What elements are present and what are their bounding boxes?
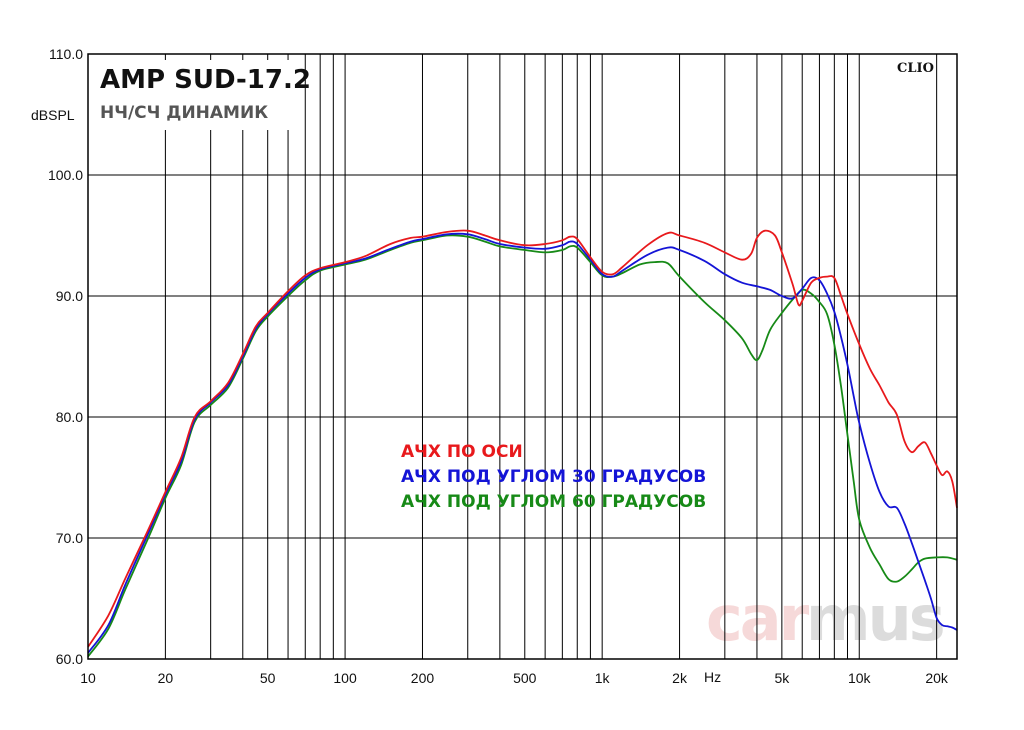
- x-tick-label: 20: [158, 670, 174, 686]
- y-tick-label: 70.0: [56, 530, 83, 546]
- y-tick-label: 80.0: [56, 409, 83, 425]
- series-line: [87, 232, 958, 654]
- axis-labels: 60.0 70.0 80.0 90.0 100.0 110.0 10 20 50 100 200 50…: [48, 46, 949, 686]
- y-tick-label: 110.0: [49, 46, 83, 62]
- y-axis-label: dBSPL: [31, 107, 75, 123]
- title-background: [96, 60, 292, 130]
- legend-entry: АЧХ ПОД УГЛОМ 60 ГРАДУСОВ: [401, 492, 706, 512]
- series-line: [87, 234, 958, 658]
- series-line: [87, 229, 958, 648]
- watermark-right: mus: [806, 582, 943, 655]
- y-tick-label: 90.0: [56, 288, 83, 304]
- x-tick-label: 100: [333, 670, 357, 686]
- x-tick-label: 10k: [848, 670, 872, 686]
- series-layer: [87, 229, 958, 658]
- x-tick-label: 5k: [774, 670, 790, 686]
- plot-frame: [87, 53, 958, 660]
- x-axis-unit: Hz: [704, 669, 721, 685]
- y-tick-label: 100.0: [48, 167, 83, 183]
- x-tick-label: 20k: [925, 670, 949, 686]
- watermark: car mus: [706, 582, 946, 655]
- chart-title: AMP SUD-17.2: [100, 65, 311, 95]
- legend: АЧХ ПО ОСИ АЧХ ПОД УГЛОМ 30 ГРАДУСОВ АЧХ П…: [401, 442, 706, 512]
- chart-subtitle: НЧ/СЧ ДИНАМИК: [100, 103, 268, 123]
- watermark-left: car: [706, 582, 810, 655]
- legend-entry: АЧХ ПО ОСИ: [401, 442, 523, 462]
- x-tick-label: 50: [260, 670, 276, 686]
- x-tick-label: 1k: [595, 670, 611, 686]
- x-tick-label: 500: [513, 670, 537, 686]
- y-tick-label: 60.0: [56, 651, 83, 667]
- title-box: AMP SUD-17.2 НЧ/СЧ ДИНАМИК: [96, 60, 311, 130]
- x-tick-label: 2k: [672, 670, 688, 686]
- legend-entry: АЧХ ПОД УГЛОМ 30 ГРАДУСОВ: [401, 467, 706, 487]
- x-tick-label: 200: [411, 670, 435, 686]
- grid: [88, 54, 957, 659]
- brand-label: CLIO: [897, 61, 934, 76]
- x-tick-label: 10: [80, 670, 96, 686]
